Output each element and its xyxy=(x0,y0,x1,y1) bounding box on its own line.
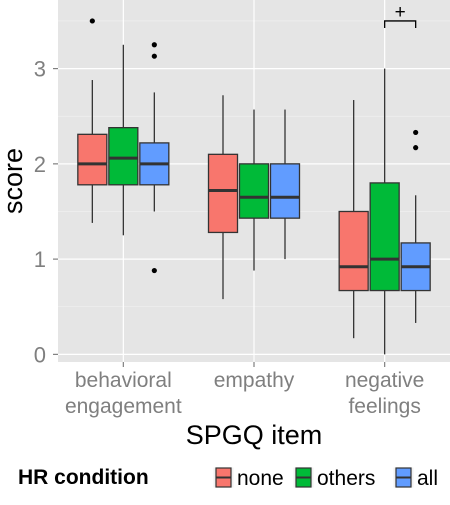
box-empathy-none xyxy=(207,153,239,234)
outlier-point xyxy=(413,145,419,151)
significance-label: + xyxy=(395,2,406,23)
box-behavioral-engagement-none xyxy=(77,133,108,186)
x-tick-label-negative-feelings: negative feelings xyxy=(345,369,424,418)
x-tick-label-line: engagement xyxy=(65,395,182,418)
x-tick-label-line: behavioral xyxy=(75,369,172,392)
legend-label-others: others xyxy=(317,467,375,490)
y-tick-label: 1 xyxy=(34,247,46,272)
y-tick-label: 3 xyxy=(34,57,46,82)
x-tick-label-behavioral-engagement: behavioral engagement xyxy=(65,369,182,418)
box-empathy-others xyxy=(238,163,270,219)
x-tick-label-empathy: empathy xyxy=(214,369,295,392)
box-negative-feelings-others xyxy=(369,182,400,292)
x-axis-title: SPGQ item xyxy=(186,420,323,450)
x-tick-label-line: empathy xyxy=(214,369,295,392)
outlier-point xyxy=(151,53,157,59)
y-tick-label: 0 xyxy=(34,342,46,367)
box-negative-feelings-none xyxy=(338,210,369,292)
legend-label-none: none xyxy=(237,467,284,490)
x-tick-label-line: feelings xyxy=(348,395,420,418)
significance-bracket xyxy=(384,20,417,28)
outlier-point xyxy=(413,129,419,136)
box-empathy-all xyxy=(269,163,301,219)
x-tick-label-line: negative xyxy=(345,369,424,392)
y-tick-label: 2 xyxy=(34,152,46,177)
outlier-point xyxy=(151,267,157,274)
outlier-point xyxy=(151,42,157,48)
legend-title: HR condition xyxy=(18,466,149,489)
legend-label-all: all xyxy=(417,467,438,490)
outlier-point xyxy=(89,18,95,24)
box-behavioral-engagement-others xyxy=(108,127,139,186)
y-axis-title: score xyxy=(0,148,28,214)
